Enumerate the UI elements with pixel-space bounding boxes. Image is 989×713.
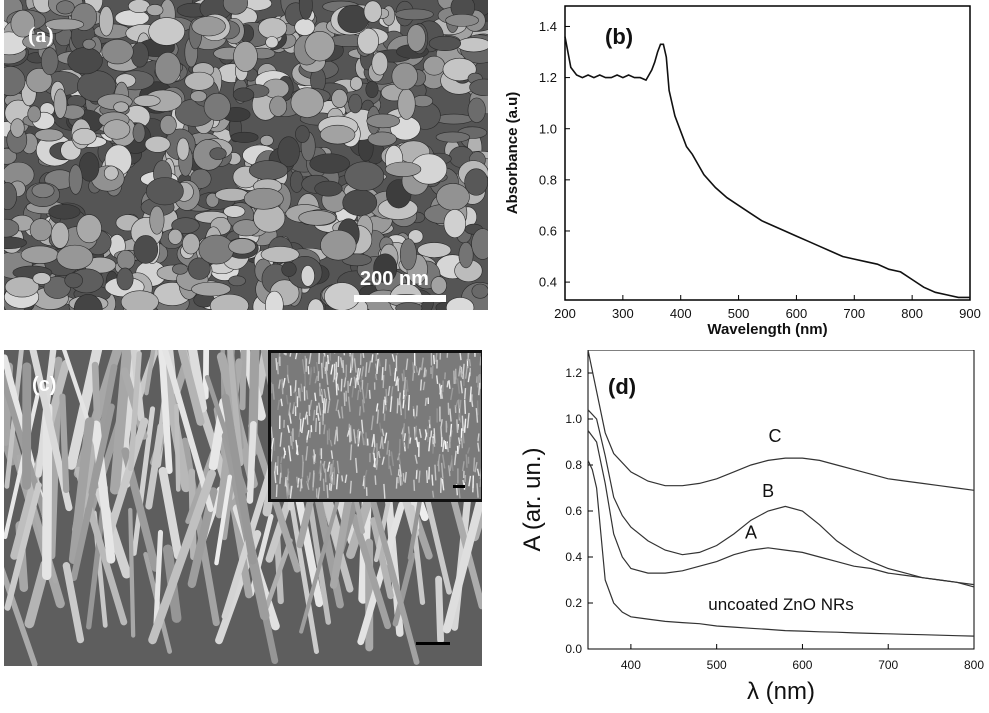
x-tick-label: 400 <box>621 658 641 672</box>
x-tick-label: 400 <box>670 306 692 321</box>
scale-bar-label: 200 nm <box>360 268 429 290</box>
x-tick-label: 200 <box>554 306 576 321</box>
series-line-uncoated-zno-nrs <box>587 460 975 637</box>
series-label: C <box>768 426 781 446</box>
inset-texture <box>271 353 481 499</box>
x-tick-label: 600 <box>792 658 812 672</box>
scale-bar <box>354 295 446 302</box>
spectra-chart: 400 500 600 700 800 0.0 0.2 0.4 0.6 0.8 1.0 1.2 λ (n… <box>519 350 984 705</box>
panel-c-label: (c) <box>32 374 57 396</box>
y-tick-label: 0.6 <box>539 224 557 239</box>
series-label: A <box>745 523 757 543</box>
y-tick-label: 0.4 <box>539 275 557 290</box>
y-tick-label: 0.4 <box>565 550 582 564</box>
y-axis-label: Absorbance (a.u) <box>504 92 521 215</box>
series-line-0 <box>564 36 970 299</box>
y-tick-label: 0.2 <box>565 596 582 610</box>
series-label: B <box>762 481 774 501</box>
plot-frame <box>564 5 971 301</box>
x-tick-label: 300 <box>612 306 634 321</box>
y-tick-label: 1.0 <box>539 121 557 136</box>
panel-c-sem-image: (c) <box>4 350 482 666</box>
y-tick-label: 1.4 <box>539 19 557 34</box>
x-tick-label: 700 <box>843 306 865 321</box>
scale-bar <box>416 642 450 645</box>
x-axis-label: λ (nm) <box>747 678 815 705</box>
inset-scale-bar <box>453 485 465 488</box>
x-tick-label: 800 <box>901 306 923 321</box>
nanoparticle-texture <box>4 0 488 310</box>
panel-a-label: (a) <box>28 22 54 47</box>
series-label: uncoated ZnO NRs <box>708 595 854 614</box>
x-axis-label: Wavelength (nm) <box>707 321 827 338</box>
y-tick-label: 0.6 <box>565 504 582 518</box>
panel-b-chart: 200 300 400 500 600 700 800 900 0.4 0.6 0.8 1.0 1.2 1… <box>495 0 989 345</box>
plot-frame <box>587 350 975 650</box>
y-axis-label: A (ar. un.) <box>519 447 546 551</box>
x-tick-label: 500 <box>728 306 750 321</box>
inset-image <box>268 350 482 502</box>
y-tick-label: 0.8 <box>565 458 582 472</box>
y-tick-label: 0.0 <box>565 642 582 656</box>
x-tick-label: 800 <box>964 658 984 672</box>
y-tick-label: 0.8 <box>539 172 557 187</box>
y-tick-label: 1.0 <box>565 412 582 426</box>
series-line-a <box>587 430 975 588</box>
panel-d-label: (d) <box>608 374 637 399</box>
x-tick-label: 900 <box>959 306 981 321</box>
x-tick-label: 600 <box>786 306 808 321</box>
y-tick-label: 1.2 <box>539 70 557 85</box>
series-line-c <box>587 350 975 491</box>
panel-a-sem-image: (a) 200 nm <box>4 0 488 310</box>
panel-b-label: (b) <box>605 24 634 49</box>
series-line-b <box>587 409 975 586</box>
x-tick-label: 500 <box>707 658 727 672</box>
panel-d-chart: 400 500 600 700 800 0.0 0.2 0.4 0.6 0.8 1.0 1.2 λ (n… <box>510 350 989 713</box>
y-tick-label: 1.2 <box>565 366 582 380</box>
absorbance-chart: 200 300 400 500 600 700 800 900 0.4 0.6 0.8 1.0 1.2 1… <box>504 5 981 338</box>
x-tick-label: 700 <box>878 658 898 672</box>
